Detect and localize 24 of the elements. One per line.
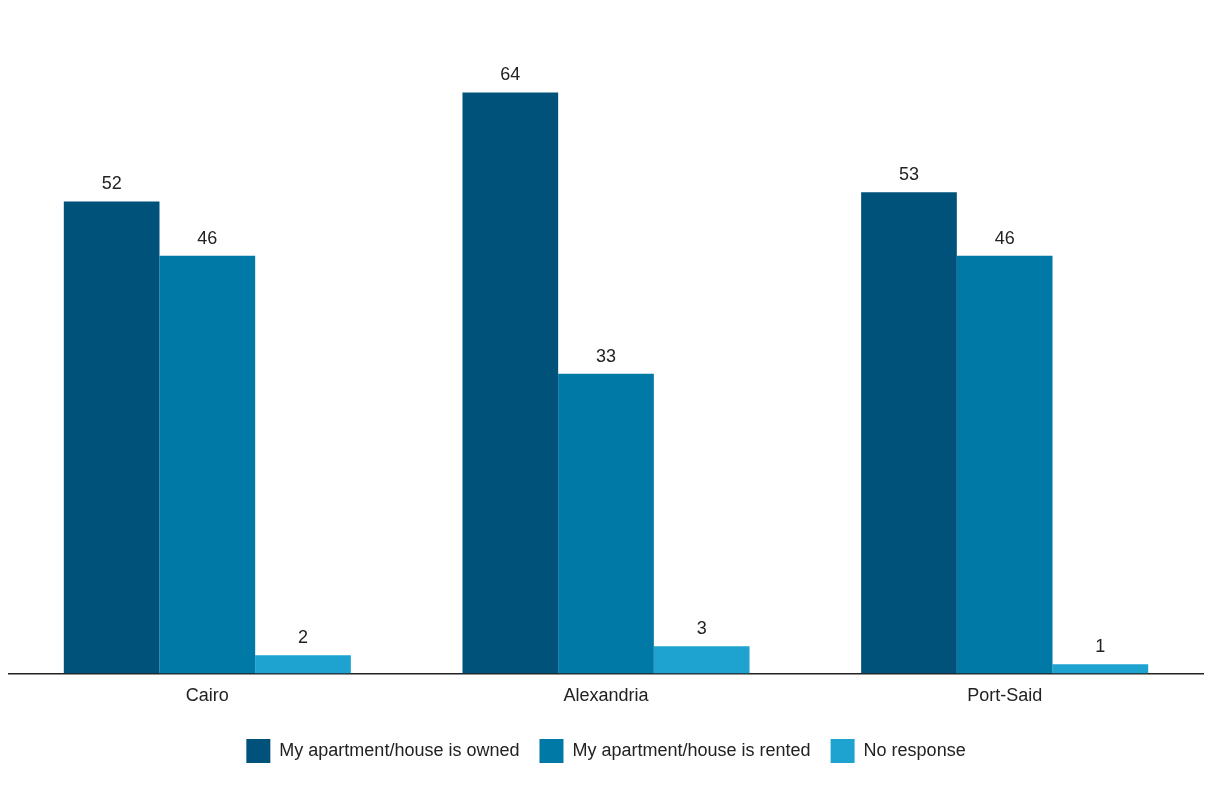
data-label: 52 (101, 173, 122, 194)
data-label: 1 (1095, 636, 1106, 657)
bar (956, 255, 1053, 674)
bar (63, 201, 160, 674)
data-label: 2 (298, 627, 309, 648)
legend-label: My apartment/house is rented (572, 739, 811, 760)
bar (558, 373, 654, 674)
data-label: 46 (197, 227, 218, 248)
x-tick-label: Cairo (185, 685, 229, 706)
bar (462, 92, 559, 674)
bar (255, 655, 351, 674)
data-label: 3 (696, 618, 707, 639)
bar (861, 192, 957, 674)
data-label: 33 (595, 345, 617, 366)
x-tick-label: Port-Said (967, 685, 1043, 706)
x-tick-label: Alexandria (563, 685, 650, 706)
bar (159, 255, 256, 674)
data-label: 46 (994, 227, 1015, 248)
bar (653, 646, 750, 674)
data-label: 53 (898, 164, 919, 185)
legend-label: No response (863, 739, 966, 760)
data-label: 64 (500, 64, 521, 85)
bar (1052, 664, 1149, 674)
legend-label: My apartment/house is owned (279, 739, 520, 760)
